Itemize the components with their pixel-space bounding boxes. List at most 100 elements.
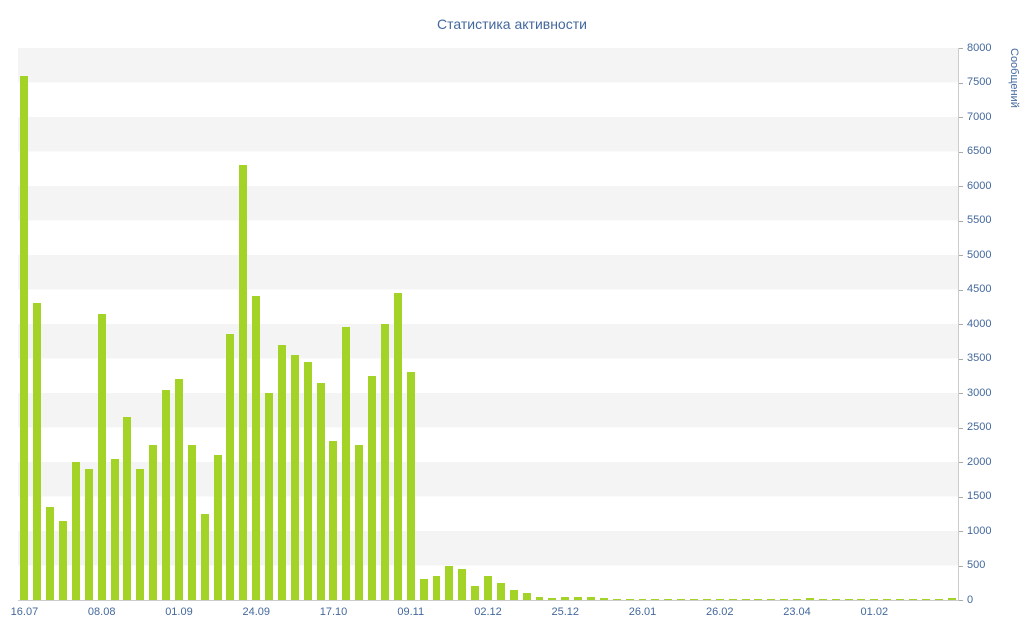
bar[interactable] (252, 296, 261, 600)
bar[interactable] (226, 334, 235, 600)
bar[interactable] (664, 598, 673, 600)
bar[interactable] (471, 586, 480, 600)
bar[interactable] (780, 599, 789, 600)
bar[interactable] (561, 596, 570, 600)
bar[interactable] (625, 598, 634, 600)
bar[interactable] (71, 462, 80, 600)
bar[interactable] (265, 393, 274, 600)
x-tick-label: 09.11 (397, 606, 425, 618)
y-tick-mark (959, 393, 963, 394)
bar[interactable] (651, 598, 660, 600)
y-tick-label: 3000 (967, 386, 992, 399)
bar[interactable] (715, 599, 724, 600)
y-tick-label: 0 (967, 593, 974, 606)
bar[interactable] (162, 389, 171, 600)
bar[interactable] (509, 589, 518, 600)
y-tick-label: 5500 (967, 214, 992, 226)
y-tick-label: 2000 (967, 455, 992, 468)
bar[interactable] (419, 579, 428, 600)
bar[interactable] (239, 165, 248, 600)
bar[interactable] (728, 599, 737, 600)
bar[interactable] (290, 355, 299, 600)
bar[interactable] (883, 599, 892, 600)
bar[interactable] (574, 597, 583, 600)
bar[interactable] (677, 599, 686, 600)
bar[interactable] (638, 599, 647, 600)
bar[interactable] (702, 598, 711, 600)
y-tick-label: 6500 (967, 145, 992, 157)
bar[interactable] (870, 599, 879, 600)
bar[interactable] (303, 361, 312, 600)
y-axis-title: Сообщений (1008, 48, 1020, 108)
bar[interactable] (484, 575, 492, 600)
bar[interactable] (496, 582, 505, 600)
bar[interactable] (20, 75, 29, 600)
bar[interactable] (342, 327, 351, 600)
y-tick-mark (959, 427, 963, 429)
bar[interactable] (277, 344, 286, 600)
bar[interactable] (908, 599, 917, 600)
plot-area (18, 48, 959, 601)
y-tick-mark (959, 531, 963, 532)
y-tick-label: 7000 (967, 110, 992, 123)
bar[interactable] (522, 593, 531, 600)
y-tick-mark (959, 82, 963, 84)
bar[interactable] (548, 597, 557, 600)
chart-title: Статистика активности (437, 16, 587, 32)
bar[interactable] (805, 597, 814, 600)
bar[interactable] (393, 292, 402, 600)
bar[interactable] (535, 596, 544, 600)
bar[interactable] (355, 444, 364, 600)
bar[interactable] (831, 599, 840, 600)
bar[interactable] (793, 599, 802, 600)
y-tick-label: 1000 (967, 524, 992, 537)
bar[interactable] (741, 599, 750, 600)
bar[interactable] (110, 458, 119, 600)
bar[interactable] (123, 417, 132, 600)
bar[interactable] (149, 444, 158, 600)
bar[interactable] (445, 565, 454, 600)
bar[interactable] (921, 599, 930, 600)
bar[interactable] (599, 597, 608, 600)
bar[interactable] (947, 597, 956, 600)
bar[interactable] (767, 599, 776, 600)
y-tick-mark (959, 496, 963, 498)
bar[interactable] (46, 506, 55, 600)
x-tick-label: 01.02 (860, 606, 889, 618)
bar[interactable] (59, 520, 68, 600)
bar[interactable] (213, 455, 222, 600)
bar[interactable] (187, 444, 196, 600)
bar[interactable] (690, 599, 698, 600)
bar[interactable] (896, 599, 905, 600)
bar[interactable] (316, 382, 325, 600)
x-tick-label: 26.01 (628, 606, 657, 618)
bar[interactable] (844, 598, 853, 600)
bar[interactable] (857, 599, 866, 600)
y-tick-label: 2500 (967, 421, 992, 433)
y-tick-label: 1500 (967, 490, 992, 502)
bar[interactable] (432, 575, 441, 600)
bar[interactable] (84, 468, 93, 600)
bar[interactable] (818, 599, 827, 600)
bar[interactable] (136, 468, 145, 600)
bar[interactable] (754, 598, 763, 600)
bar[interactable] (97, 313, 106, 600)
bar[interactable] (612, 598, 621, 600)
bar[interactable] (33, 303, 42, 600)
bar[interactable] (174, 379, 183, 600)
bar[interactable] (934, 598, 943, 600)
bar[interactable] (380, 324, 389, 600)
y-tick-label: 6000 (967, 179, 992, 192)
bar[interactable] (587, 596, 595, 600)
bar[interactable] (458, 568, 467, 600)
y-tick-mark (959, 565, 963, 567)
y-tick-mark (959, 289, 963, 291)
bar[interactable] (368, 375, 377, 600)
y-tick-mark (959, 462, 963, 463)
x-tick-label: 01.09 (165, 606, 193, 618)
bar[interactable] (406, 372, 415, 600)
bar[interactable] (200, 513, 209, 600)
y-tick-mark (959, 255, 963, 256)
x-tick-label: 26.02 (706, 606, 734, 618)
bar[interactable] (329, 441, 338, 600)
